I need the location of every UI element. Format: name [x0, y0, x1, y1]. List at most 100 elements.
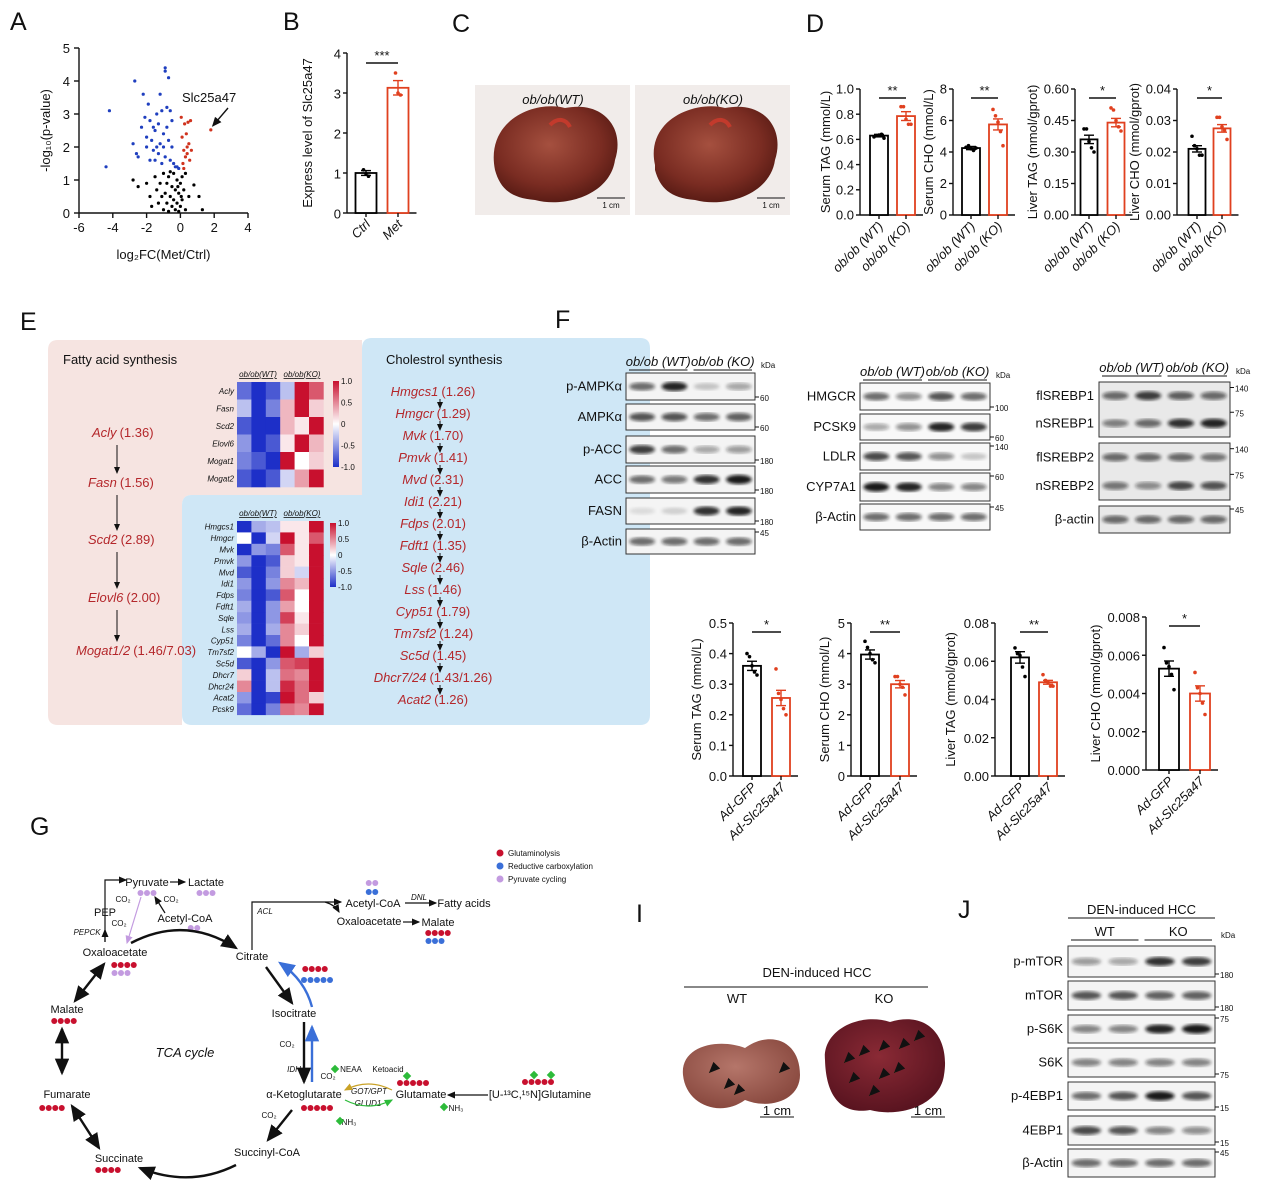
carbon-atom	[314, 977, 320, 983]
enzyme-glud1: GLUD1	[355, 1099, 382, 1108]
protein-band	[1200, 453, 1227, 462]
heatmap-row-label: Scd2	[216, 422, 235, 431]
nitrogen-marker	[529, 1070, 539, 1080]
data-point	[166, 209, 171, 213]
kda-value: 15	[1220, 1139, 1229, 1148]
protein-band	[1102, 481, 1129, 490]
protein-band	[863, 512, 890, 522]
bar	[354, 172, 378, 214]
fold-change: (2.31)	[430, 472, 464, 487]
heatmap-cell	[237, 566, 252, 579]
gene-name: Elovl6	[88, 590, 124, 605]
kda-value: 180	[760, 457, 774, 466]
significance-stars: **	[880, 617, 890, 632]
data-point	[873, 660, 877, 665]
heatmap-cell	[251, 669, 267, 681]
arrow-succinate-fumarate	[70, 1103, 101, 1151]
protein-band	[1108, 991, 1138, 1000]
x-tick-label: 4	[244, 220, 251, 235]
heatmap-cell	[280, 623, 295, 636]
data-point	[104, 165, 108, 169]
heatmap-cell	[251, 623, 267, 636]
colorbar-label: 0	[338, 551, 343, 560]
fold-change: (1.29)	[437, 406, 471, 421]
data-point	[1198, 691, 1202, 696]
legend-label: Pyruvate cycling	[508, 875, 566, 884]
fold-change: (1.24)	[439, 626, 473, 641]
heatmap-cell	[251, 646, 267, 659]
heatmap-cell	[251, 543, 267, 556]
carbon-atom	[124, 962, 131, 968]
enzyme-pepck: PEPCK	[73, 928, 101, 937]
heatmap-cell	[309, 434, 324, 453]
data-point	[1225, 137, 1229, 142]
data-point	[366, 174, 371, 178]
data-point	[175, 201, 179, 205]
significance-stars: **	[1029, 617, 1039, 632]
data-point	[172, 198, 176, 202]
nh3-label: NH₃	[342, 1118, 357, 1127]
kda-value: 75	[1220, 1071, 1229, 1080]
fold-change: (2.21)	[428, 494, 462, 509]
data-point	[1200, 153, 1204, 157]
data-point	[186, 120, 190, 124]
data-point	[172, 171, 176, 175]
carbon-atom	[111, 970, 118, 976]
data-point	[165, 105, 169, 109]
pathway-item: Scd2 (2.89)	[88, 532, 155, 547]
heatmap-row-label: Mvk	[219, 546, 235, 555]
protein-band	[1108, 1158, 1138, 1168]
data-point	[177, 166, 181, 171]
y-tick-label: 0.01	[1146, 176, 1171, 191]
kda-value: 45	[760, 529, 769, 538]
heatmap-cell	[280, 543, 295, 556]
carbon-atom	[308, 966, 315, 972]
heatmap-cell	[309, 635, 324, 647]
carbon-atom	[432, 938, 438, 944]
data-point	[166, 76, 171, 80]
protein-label: p-AMPKα	[566, 379, 622, 394]
carbon-atom	[372, 889, 379, 895]
heatmap-cell	[294, 521, 310, 533]
node-oxaloacetate-1: Oxaloacetate	[83, 947, 148, 959]
heatmap-cell	[280, 635, 295, 647]
data-point	[173, 208, 177, 212]
co2-label: CO₂	[115, 895, 130, 904]
data-point	[784, 713, 788, 717]
data-point	[209, 128, 213, 132]
heatmap-row-label: Sc5d	[216, 660, 235, 669]
y-tick-label: 1	[63, 173, 70, 188]
bar	[771, 697, 791, 777]
y-tick-label: 0.02	[964, 731, 989, 746]
data-point	[155, 112, 159, 116]
protein-band	[895, 512, 922, 522]
data-point	[1192, 143, 1197, 148]
data-point	[172, 161, 176, 166]
heatmap-cell	[265, 623, 281, 636]
pathway-item: Mogat1/2 (1.46/7.03)	[76, 643, 196, 658]
arrow-akg-succinylcoa	[266, 1109, 293, 1142]
bar	[742, 664, 762, 777]
data-point	[1200, 701, 1205, 705]
protein-band	[1071, 1025, 1102, 1033]
y-tick-label: 0.45	[1044, 113, 1069, 128]
protein-band	[863, 482, 890, 492]
fold-change: (2.01)	[432, 516, 466, 531]
bar-chart-5: 0.00 0.01 0.02 0.03 0.04 Liver CHO (mmol/gpro…	[1127, 82, 1239, 275]
co2-label: CO₂	[111, 919, 126, 928]
legend-label: Glutaminolysis	[508, 849, 560, 858]
heatmap-cell	[294, 578, 310, 590]
heatmap-cell	[280, 703, 295, 716]
pathway-item: Sc5d (1.45)	[400, 648, 467, 663]
data-point	[904, 117, 908, 122]
data-point	[1041, 672, 1045, 677]
pathway-item: Lss (1.46)	[404, 582, 461, 597]
data-point	[177, 191, 181, 195]
heatmap-cell	[280, 612, 295, 624]
y-tick-label: 2	[838, 708, 845, 723]
data-point	[170, 145, 174, 149]
data-point	[393, 71, 398, 75]
data-point	[107, 109, 112, 113]
